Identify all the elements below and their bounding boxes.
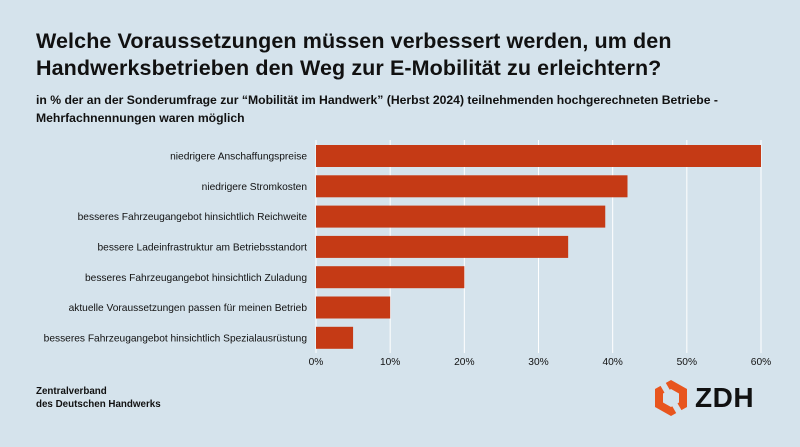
x-tick-label: 30% [528,357,548,368]
x-tick-label: 10% [380,357,400,368]
bar [316,326,354,349]
x-tick-label: 0% [309,357,324,368]
x-tick-label: 50% [677,357,697,368]
title-line-2: Handwerksbetrieben den Weg zur E-Mobilit… [36,56,662,80]
bar [316,266,465,289]
bar [316,205,606,228]
bar [316,145,761,167]
publisher-line-1: Zentralverband [36,386,107,397]
x-tick-label: 40% [602,357,622,368]
zdh-logo: ZDH [651,378,771,418]
category-label: niedrigere Anschaffungspreise [170,152,307,163]
bar [316,296,391,319]
bar [316,175,628,198]
category-label: niedrigere Stromkosten [202,182,307,193]
category-label: besseres Fahrzeugangebot hinsichtlich Re… [78,212,308,223]
zdh-logo-icon [655,379,687,417]
category-label: aktuelle Voraussetzungen passen für mein… [69,303,308,314]
publisher-credit: Zentralverband des Deutschen Handwerks [36,386,161,411]
category-labels: niedrigere Anschaffungspreise niedrigere … [44,152,308,345]
chart-subtitle: in % der an der Sonderumfrage zur “Mobil… [36,91,776,127]
category-label: bessere Ladeinfrastruktur am Betriebssta… [97,243,307,254]
x-tick-labels: 0% 10% 20% 30% 40% 50% 60% [309,357,772,368]
category-label: besseres Fahrzeugangebot hinsichtlich Sp… [44,333,308,344]
subtitle-line-2: Mehrfachnennungen waren möglich [36,111,245,125]
x-tick-label: 20% [454,357,474,368]
subtitle-line-1: in % der an der Sonderumfrage zur “Mobil… [36,93,718,107]
logo-text: ZDH [695,382,755,413]
bars [316,145,761,349]
publisher-line-2: des Deutschen Handwerks [36,398,161,410]
category-label: besseres Fahrzeugangebot hinsichtlich Zu… [85,273,307,284]
x-tick-label: 60% [751,357,771,368]
chart-title: Welche Voraussetzungen müssen verbessert… [36,28,776,82]
title-line-1: Welche Voraussetzungen müssen verbessert… [36,29,672,53]
bar [316,235,569,258]
